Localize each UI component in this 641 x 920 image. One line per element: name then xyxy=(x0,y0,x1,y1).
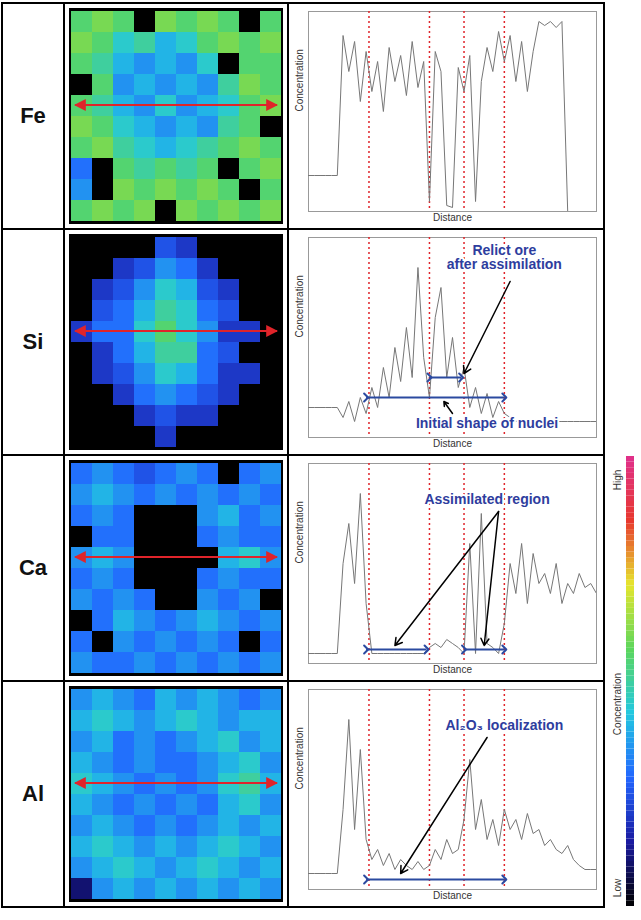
html-text:High: High xyxy=(611,469,623,491)
html-text:Concentration: Concentration xyxy=(611,672,623,735)
svg-text:Relict oreafter assimilation: Relict oreafter assimilation xyxy=(447,242,562,272)
svg-text:Distance: Distance xyxy=(433,664,472,675)
svg-text:Distance: Distance xyxy=(433,890,472,901)
svg-text:Concentration: Concentration xyxy=(294,727,305,789)
html-text:Al: Al xyxy=(22,781,44,806)
svg-text:Distance: Distance xyxy=(433,438,472,449)
html-text:Ca: Ca xyxy=(18,555,48,580)
html-text:Low: Low xyxy=(611,878,623,898)
svg-text:Concentration: Concentration xyxy=(294,501,305,563)
svg-text:Distance: Distance xyxy=(433,212,472,223)
svg-text:Concentration: Concentration xyxy=(294,275,305,337)
svg-text:Assimilated region: Assimilated region xyxy=(424,491,549,507)
html-text:Fe: Fe xyxy=(20,103,46,128)
svg-text:Concentration: Concentration xyxy=(294,49,305,111)
html-text:Si: Si xyxy=(22,329,44,354)
svg-text:Al₂O₃ localization: Al₂O₃ localization xyxy=(445,717,563,733)
svg-text:Initial shape of nuclei: Initial shape of nuclei xyxy=(416,415,558,431)
